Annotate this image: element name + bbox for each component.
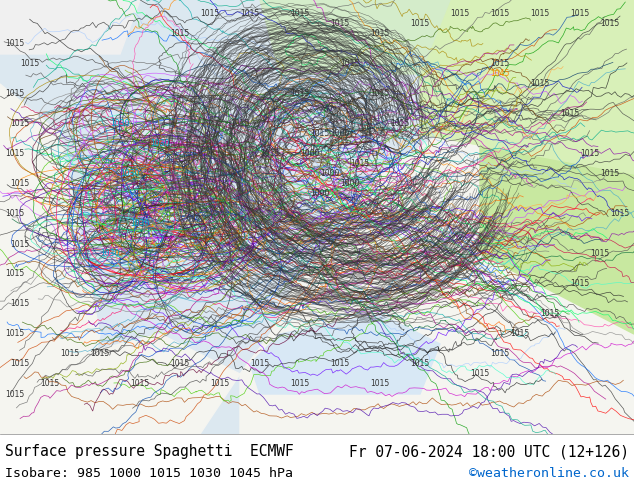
- Text: 1015: 1015: [571, 279, 590, 289]
- Polygon shape: [0, 0, 140, 54]
- Text: 1015: 1015: [330, 20, 349, 28]
- Text: 1015: 1015: [340, 59, 359, 69]
- Text: 1000: 1000: [301, 149, 320, 158]
- Text: 1015: 1015: [250, 360, 269, 368]
- Text: 1000: 1000: [310, 190, 330, 198]
- Text: 1015: 1015: [171, 360, 190, 368]
- Text: 1030: 1030: [150, 140, 170, 148]
- Text: 1015: 1015: [5, 270, 25, 278]
- Text: 1015: 1015: [330, 360, 349, 368]
- Text: 1015: 1015: [611, 210, 630, 219]
- Text: 1015: 1015: [200, 9, 219, 19]
- Text: 1015: 1015: [370, 379, 390, 389]
- Polygon shape: [0, 84, 100, 434]
- Text: Fr 07-06-2024 18:00 UTC (12+126): Fr 07-06-2024 18:00 UTC (12+126): [349, 444, 629, 459]
- Text: 1015: 1015: [370, 29, 390, 39]
- Text: 1015: 1015: [20, 59, 39, 69]
- Text: 1015: 1015: [490, 59, 510, 69]
- Text: 1015: 1015: [311, 129, 330, 139]
- Text: 1015: 1015: [10, 179, 30, 189]
- Text: 1015: 1015: [490, 9, 510, 19]
- Text: 1015: 1015: [540, 310, 560, 318]
- Text: 1015: 1015: [5, 90, 25, 98]
- Text: ©weatheronline.co.uk: ©weatheronline.co.uk: [469, 467, 629, 480]
- Polygon shape: [480, 0, 634, 334]
- Text: 1030: 1030: [131, 220, 150, 228]
- Text: 1015: 1015: [590, 249, 610, 259]
- Text: 1015: 1015: [351, 160, 370, 169]
- Text: 1015: 1015: [60, 349, 80, 359]
- Text: 1015: 1015: [5, 40, 25, 49]
- Text: 1015: 1015: [580, 149, 600, 158]
- Text: 1015: 1015: [10, 360, 30, 368]
- Text: 1015: 1015: [131, 379, 150, 389]
- Text: 1015: 1015: [5, 390, 25, 398]
- Text: 1030: 1030: [100, 249, 120, 259]
- Text: 1015: 1015: [531, 79, 550, 89]
- Text: 1015: 1015: [560, 109, 579, 119]
- Text: 1015: 1015: [370, 90, 390, 98]
- Text: 1015: 1015: [230, 120, 250, 128]
- Text: 1015: 1015: [571, 9, 590, 19]
- Text: 1015: 1015: [600, 170, 619, 178]
- Text: 1015: 1015: [391, 120, 410, 128]
- Text: 1015: 1015: [10, 120, 30, 128]
- Text: 1015: 1015: [41, 379, 60, 389]
- Text: 1015: 1015: [261, 149, 280, 158]
- Text: 1015: 1015: [91, 349, 110, 359]
- Text: 1015: 1015: [210, 379, 230, 389]
- Text: 1030: 1030: [110, 120, 130, 128]
- Text: 1015: 1015: [10, 240, 30, 248]
- Text: 1015: 1015: [240, 9, 260, 19]
- Polygon shape: [80, 54, 360, 354]
- Polygon shape: [420, 0, 634, 174]
- Text: 1045: 1045: [490, 70, 510, 78]
- Text: 1015: 1015: [5, 329, 25, 339]
- Text: 1000: 1000: [330, 129, 350, 139]
- Text: 1015: 1015: [5, 149, 25, 158]
- Text: 1015: 1015: [171, 29, 190, 39]
- Polygon shape: [250, 314, 440, 394]
- Polygon shape: [240, 114, 634, 434]
- Text: 1030: 1030: [120, 170, 139, 178]
- Polygon shape: [0, 334, 240, 434]
- Text: 1000: 1000: [320, 170, 340, 178]
- Text: 1015: 1015: [290, 90, 309, 98]
- Text: Surface pressure Spaghetti  ECMWF: Surface pressure Spaghetti ECMWF: [5, 444, 294, 459]
- Text: 1015: 1015: [290, 9, 309, 19]
- Text: 1015: 1015: [10, 299, 30, 309]
- Text: 1015: 1015: [450, 9, 470, 19]
- Text: 1015: 1015: [5, 210, 25, 219]
- Text: 1015: 1015: [470, 369, 489, 378]
- Text: 1015: 1015: [600, 20, 619, 28]
- Text: 1015: 1015: [410, 360, 430, 368]
- Text: 1015: 1015: [490, 349, 510, 359]
- Text: Isobare: 985 1000 1015 1030 1045 hPa: Isobare: 985 1000 1015 1030 1045 hPa: [5, 467, 293, 480]
- Text: 1015: 1015: [531, 9, 550, 19]
- Text: 1000: 1000: [340, 179, 359, 189]
- Text: 1015: 1015: [410, 20, 430, 28]
- Text: 1015: 1015: [510, 329, 529, 339]
- Text: 1015: 1015: [290, 379, 309, 389]
- Polygon shape: [260, 0, 450, 74]
